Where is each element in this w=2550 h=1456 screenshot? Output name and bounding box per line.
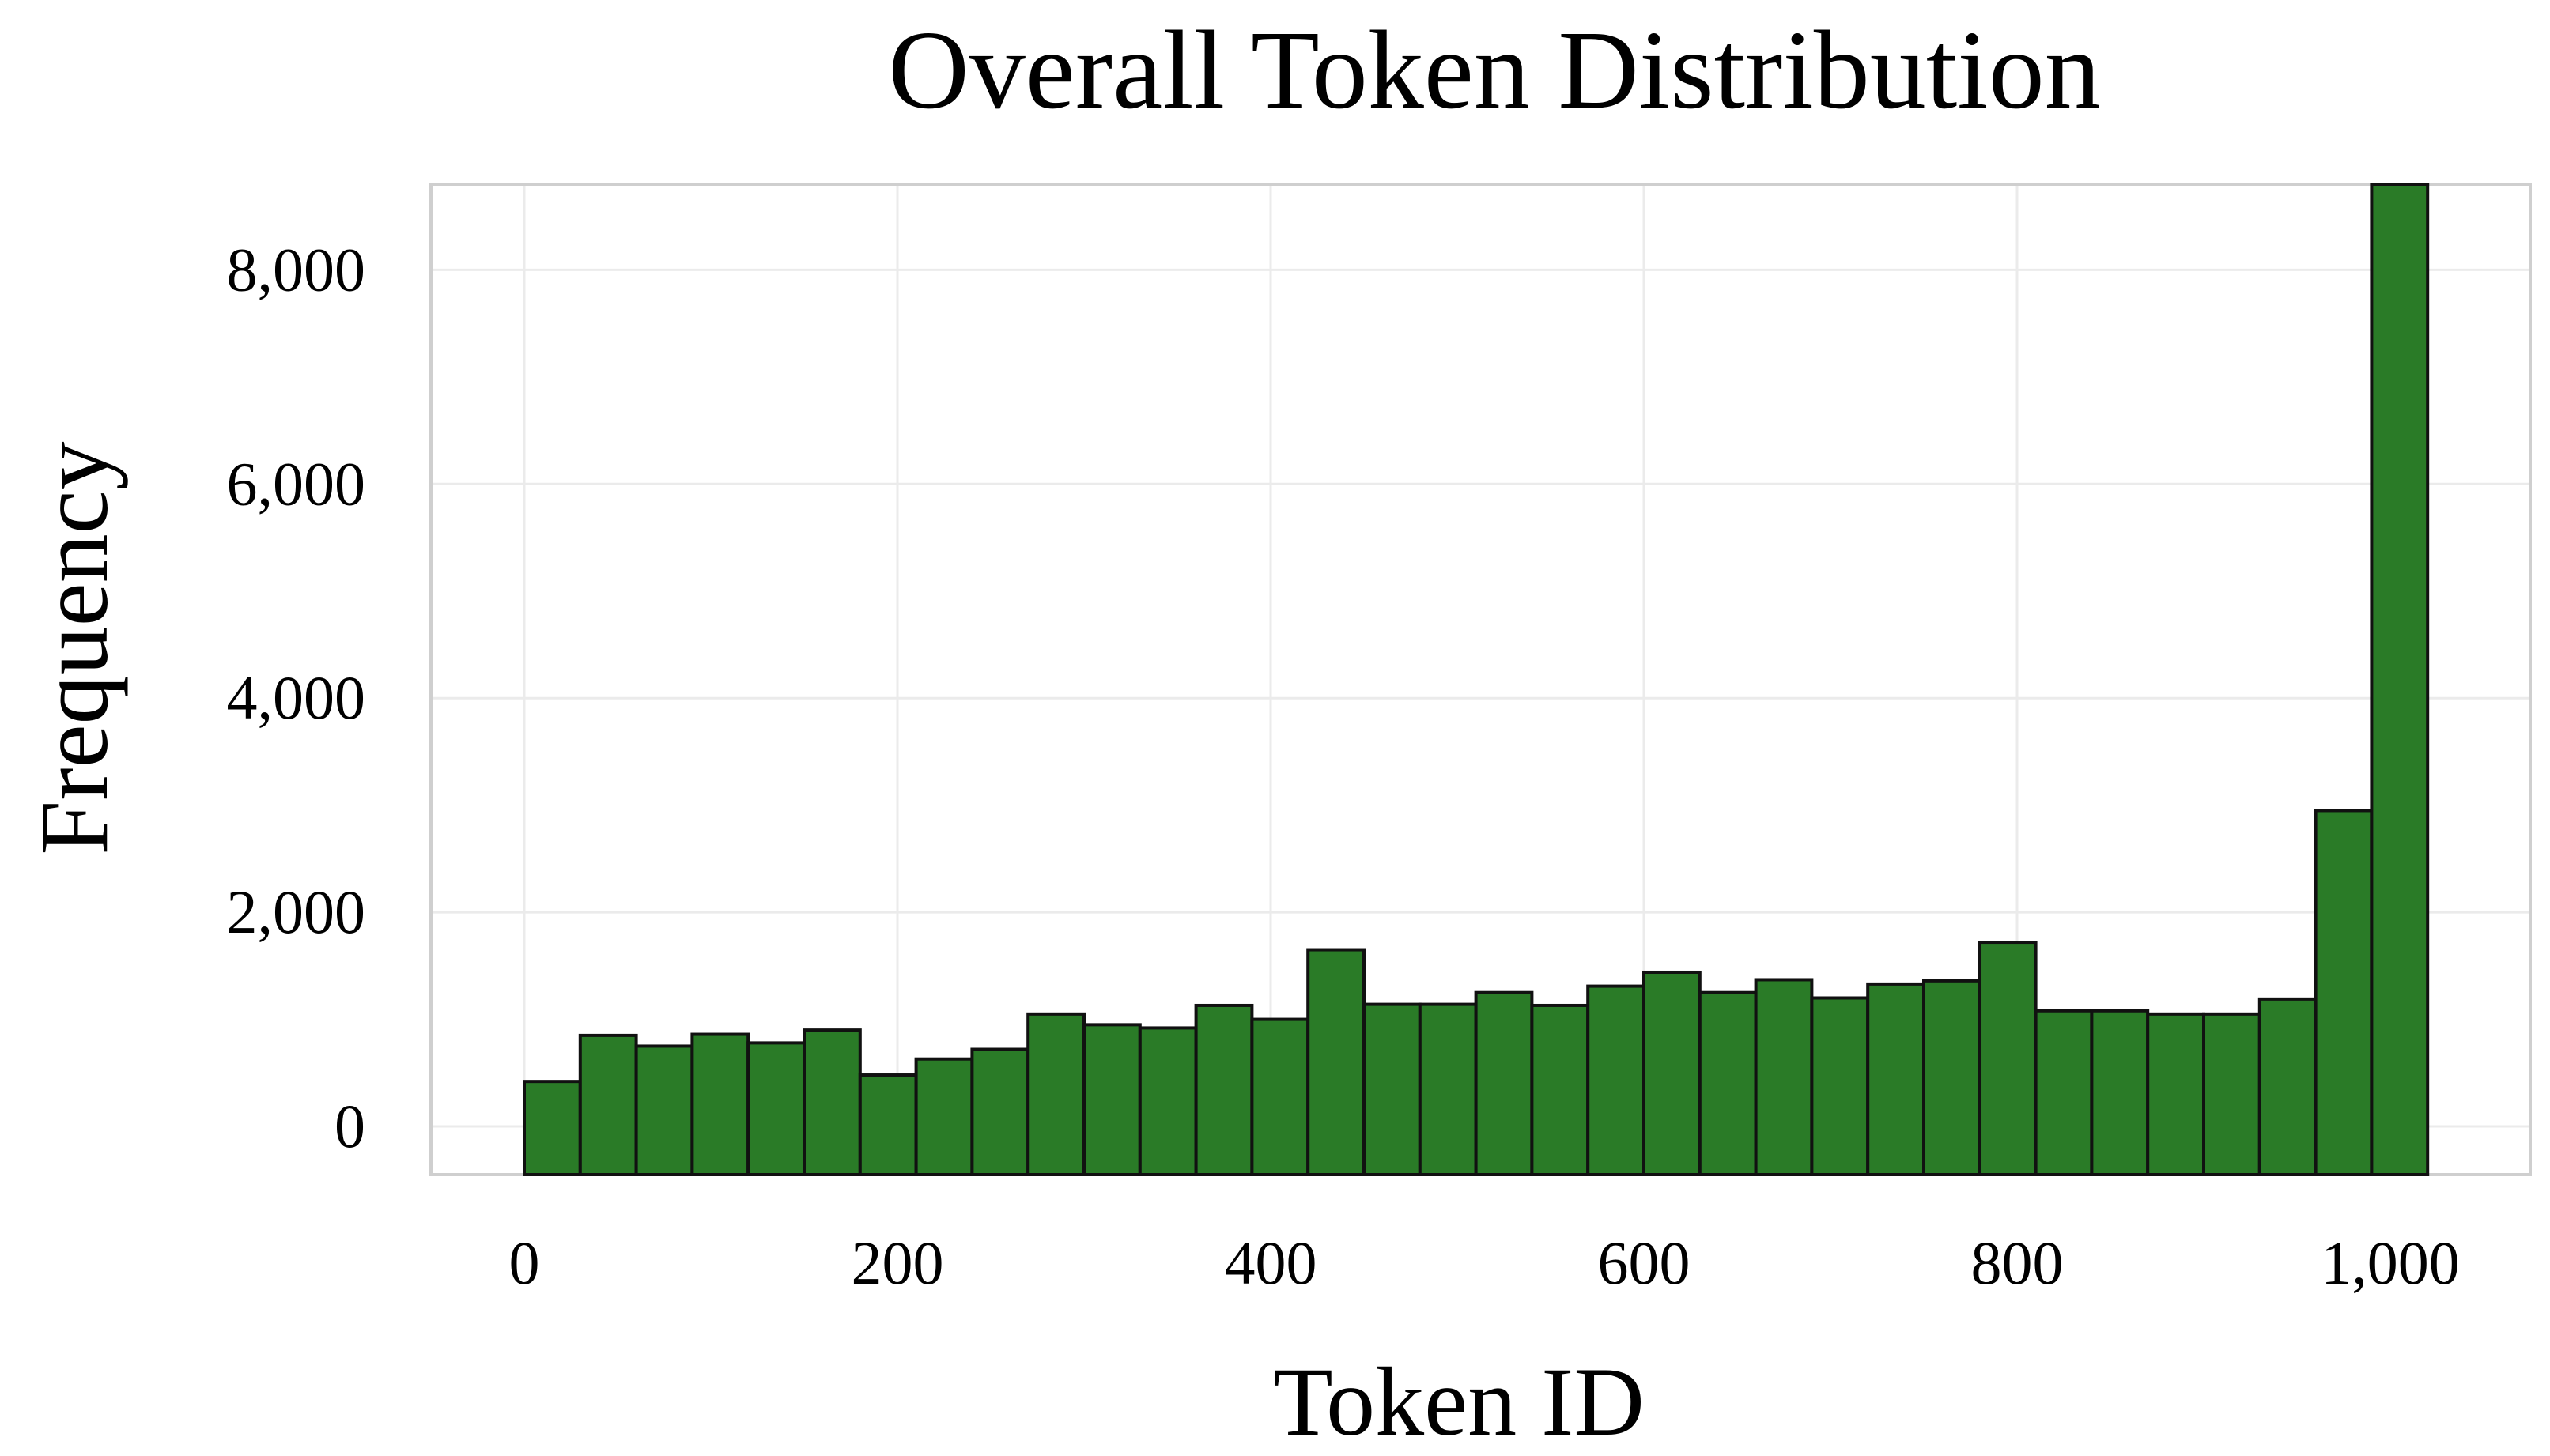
histogram-bar bbox=[2257, 997, 2318, 1176]
x-axis-ticks: 0 200 400 600 800 1,000 bbox=[509, 1228, 2460, 1297]
x-tick-label: 400 bbox=[1225, 1228, 1317, 1297]
histogram-bar bbox=[1698, 990, 1758, 1176]
histogram-bar bbox=[690, 1032, 750, 1176]
y-tick-label: 8,000 bbox=[227, 235, 366, 304]
histogram-bar bbox=[1754, 978, 1814, 1176]
histogram-bar bbox=[1250, 1017, 1310, 1176]
histogram-bar bbox=[1866, 982, 1925, 1177]
y-axis-ticks: 0 2,000 4,000 6,000 8,000 bbox=[227, 235, 366, 1160]
histogram-bar bbox=[1586, 984, 1645, 1176]
histogram-bar bbox=[746, 1041, 807, 1177]
histogram-bar bbox=[1978, 941, 2038, 1176]
histogram-bar bbox=[2146, 1012, 2205, 1176]
x-tick-label: 1,000 bbox=[2321, 1228, 2460, 1297]
histogram-bar bbox=[1922, 979, 1981, 1176]
histogram-bars bbox=[523, 183, 2430, 1177]
histogram-bar bbox=[1082, 1023, 1142, 1177]
histogram-bar bbox=[858, 1073, 918, 1176]
histogram-bar bbox=[2034, 1009, 2094, 1177]
histogram-bar bbox=[578, 1033, 638, 1176]
x-axis-label: Token ID bbox=[1273, 1348, 1645, 1456]
histogram-bar bbox=[1642, 970, 1702, 1176]
histogram-bar bbox=[1474, 990, 1534, 1176]
histogram-bar bbox=[634, 1044, 694, 1176]
x-tick-label: 200 bbox=[852, 1228, 944, 1297]
histogram-bar bbox=[1194, 1003, 1254, 1176]
histogram-bar bbox=[803, 1028, 862, 1177]
x-tick-label: 600 bbox=[1598, 1228, 1691, 1297]
x-tick-label: 0 bbox=[509, 1228, 540, 1297]
histogram-bar bbox=[2314, 809, 2374, 1177]
histogram-bar bbox=[2202, 1012, 2261, 1176]
histogram-bar bbox=[1530, 1003, 1590, 1176]
x-tick-label: 800 bbox=[1971, 1228, 2064, 1297]
histogram-bar bbox=[1810, 996, 1870, 1177]
histogram-bar bbox=[914, 1057, 974, 1176]
histogram-bar bbox=[1026, 1012, 1086, 1176]
y-tick-label: 4,000 bbox=[227, 663, 366, 732]
y-axis-label: Frequency bbox=[20, 441, 128, 854]
histogram-bar bbox=[970, 1047, 1030, 1177]
histogram-bar bbox=[2090, 1009, 2150, 1177]
histogram-bar bbox=[2370, 183, 2430, 1176]
histogram-bar bbox=[1418, 1002, 1478, 1177]
histogram-bar bbox=[523, 1080, 582, 1176]
chart-title: Overall Token Distribution bbox=[888, 7, 2100, 132]
y-tick-label: 6,000 bbox=[227, 449, 366, 518]
y-tick-label: 2,000 bbox=[227, 877, 366, 946]
y-tick-label: 0 bbox=[334, 1092, 365, 1160]
histogram-bar bbox=[1138, 1026, 1198, 1176]
histogram-bar bbox=[1362, 1002, 1422, 1177]
histogram-bar bbox=[1306, 948, 1366, 1177]
